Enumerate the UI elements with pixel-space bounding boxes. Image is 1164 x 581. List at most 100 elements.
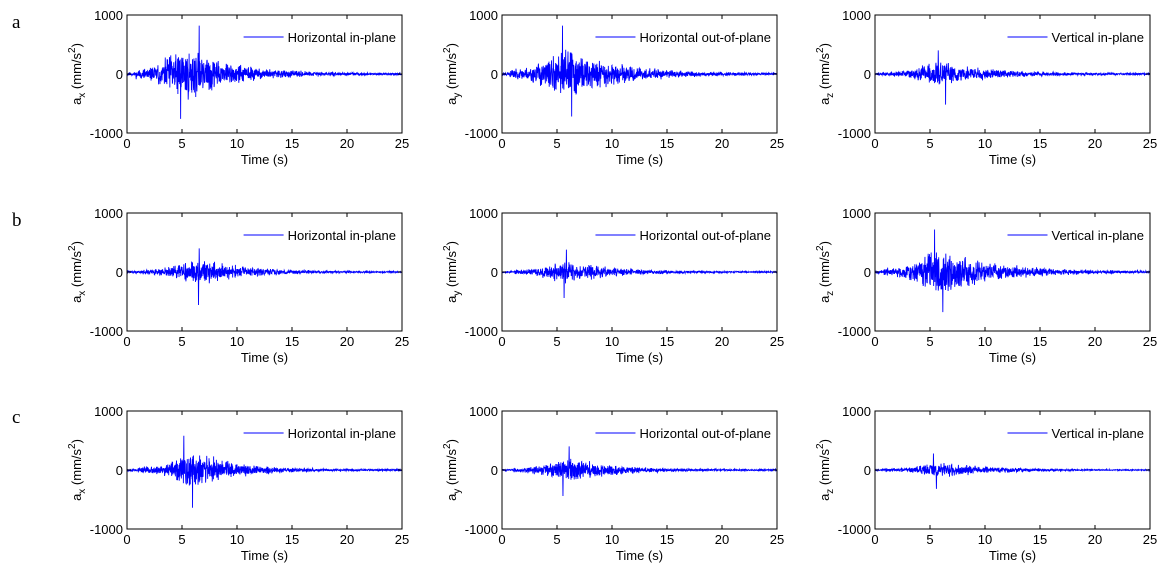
y-label-sub: z (825, 489, 836, 494)
x-axis-label: Time (s) (989, 548, 1036, 563)
y-label-exp: 2 (815, 443, 826, 449)
x-tick-label: 15 (285, 334, 299, 349)
y-label-unit: (mm/s (817, 448, 832, 488)
y-label-exp: 2 (442, 47, 453, 53)
legend-label: Horizontal in-plane (288, 228, 396, 243)
x-tick-label: 25 (1143, 334, 1157, 349)
y-axis-label: ax (mm/s2) (67, 439, 88, 501)
series-line (874, 50, 1151, 105)
y-label-exp: 2 (815, 47, 826, 53)
series-line (874, 453, 1151, 489)
y-label-sub: y (452, 489, 463, 494)
x-tick-label: 20 (340, 532, 354, 547)
y-label-sub: y (452, 93, 463, 98)
y-label-exp: 2 (67, 47, 78, 53)
y-label-close: ) (69, 43, 84, 47)
x-axis-label: Time (s) (616, 152, 663, 167)
y-label-base: a (69, 295, 84, 303)
series-line (501, 249, 778, 298)
x-tick-label: 0 (871, 532, 878, 547)
y-tick-label: 0 (491, 67, 498, 82)
y-label-exp: 2 (67, 245, 78, 251)
x-tick-label: 15 (1033, 136, 1047, 151)
x-tick-label: 25 (1143, 136, 1157, 151)
x-tick-label: 15 (660, 532, 674, 547)
y-axis-label: az (mm/s2) (815, 43, 836, 105)
y-label-unit: (mm/s (444, 448, 459, 488)
y-axis-label: ay (mm/s2) (442, 43, 463, 105)
x-tick-label: 0 (498, 136, 505, 151)
legend-label: Horizontal in-plane (288, 426, 396, 441)
x-tick-label: 0 (123, 334, 130, 349)
x-axis-label: Time (s) (989, 350, 1036, 365)
y-tick-label: 1000 (842, 404, 871, 419)
y-label-unit: (mm/s (69, 250, 84, 290)
x-tick-label: 20 (715, 532, 729, 547)
x-tick-label: 10 (605, 334, 619, 349)
x-tick-label: 15 (285, 532, 299, 547)
y-label-close: ) (817, 439, 832, 443)
y-label-base: a (444, 97, 459, 105)
y-label-close: ) (444, 241, 459, 245)
y-tick-label: -1000 (90, 126, 123, 141)
x-tick-label: 10 (605, 532, 619, 547)
y-label-unit: (mm/s (69, 448, 84, 488)
row-labels: a b c (12, 12, 22, 428)
y-axis-label: ay (mm/s2) (442, 241, 463, 303)
y-tick-label: 1000 (469, 206, 498, 221)
y-tick-label: 1000 (842, 8, 871, 23)
y-tick-label: -1000 (465, 522, 498, 537)
x-tick-label: 20 (340, 136, 354, 151)
x-tick-label: 0 (498, 334, 505, 349)
legend-label: Vertical in-plane (1052, 30, 1145, 45)
series-line (501, 446, 778, 496)
y-tick-label: -1000 (838, 522, 871, 537)
y-label-base: a (69, 97, 84, 105)
y-tick-label: 1000 (469, 404, 498, 419)
legend-label: Vertical in-plane (1052, 426, 1145, 441)
x-axis-label: Time (s) (241, 152, 288, 167)
y-tick-label: -1000 (90, 324, 123, 339)
y-label-base: a (817, 493, 832, 501)
y-tick-label: 1000 (469, 8, 498, 23)
legend-label: Horizontal out-of-plane (639, 228, 771, 243)
legend-label: Horizontal out-of-plane (639, 426, 771, 441)
x-tick-label: 25 (395, 532, 409, 547)
y-tick-label: 1000 (842, 206, 871, 221)
y-label-sub: y (452, 291, 463, 296)
x-tick-label: 25 (395, 136, 409, 151)
x-tick-label: 25 (1143, 532, 1157, 547)
x-tick-label: 25 (770, 334, 784, 349)
y-label-close: ) (817, 241, 832, 245)
y-label-base: a (444, 493, 459, 501)
y-tick-label: 0 (491, 265, 498, 280)
x-tick-label: 5 (926, 136, 933, 151)
y-tick-label: -1000 (90, 522, 123, 537)
y-label-base: a (817, 97, 832, 105)
y-label-unit: (mm/s (817, 52, 832, 92)
x-axis-label: Time (s) (241, 548, 288, 563)
y-axis-label: az (mm/s2) (815, 241, 836, 303)
y-axis-label: ax (mm/s2) (67, 241, 88, 303)
x-tick-label: 25 (770, 136, 784, 151)
y-label-close: ) (817, 43, 832, 47)
y-label-close: ) (69, 439, 84, 443)
y-tick-label: 0 (864, 67, 871, 82)
x-axis-label: Time (s) (616, 350, 663, 365)
y-tick-label: 0 (864, 463, 871, 478)
x-tick-label: 10 (978, 334, 992, 349)
x-tick-label: 10 (230, 334, 244, 349)
series-line (126, 435, 403, 508)
x-tick-label: 5 (553, 334, 560, 349)
y-label-close: ) (444, 439, 459, 443)
y-label-close: ) (444, 43, 459, 47)
